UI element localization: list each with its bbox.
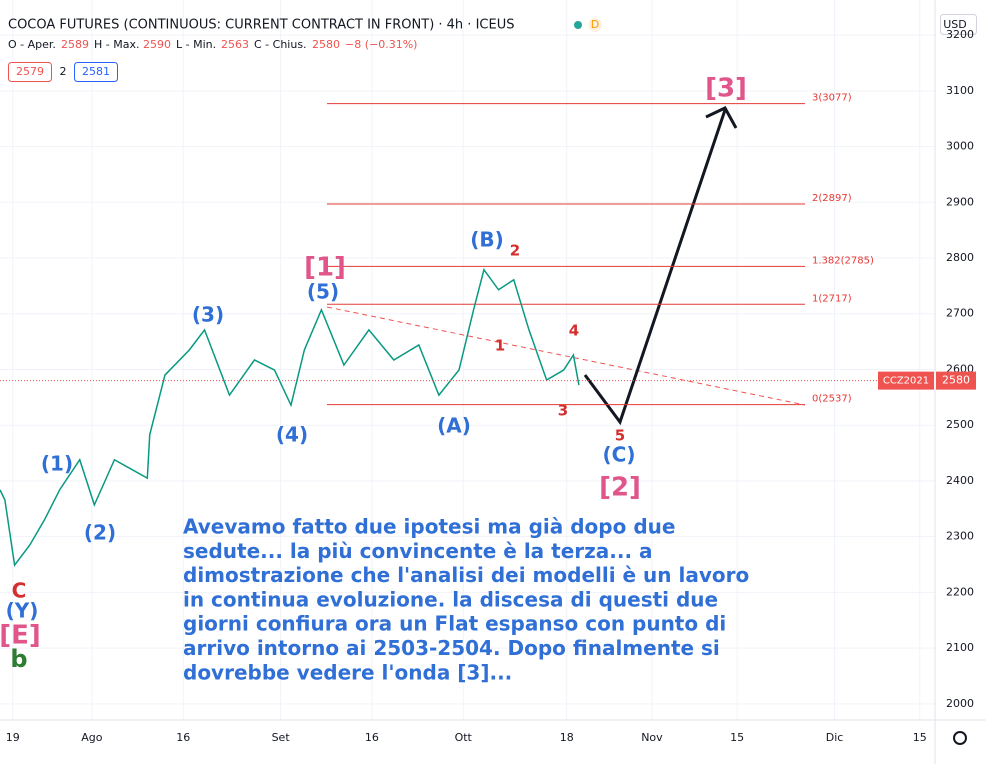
trend-line (326, 306, 806, 406)
change: −8 (−0.31%) (345, 38, 417, 51)
wave-label: (5) (307, 280, 339, 304)
label: C - Chius. (254, 38, 307, 51)
fib-label: 3(3077) (812, 93, 852, 104)
comment-line: giorni confiura ora un Flat espanso con … (183, 612, 726, 636)
fib-label: 1(2717) (812, 293, 852, 304)
fib-label: 1.382(2785) (812, 255, 874, 266)
x-tick-label: 16 (365, 731, 379, 744)
chart-title: COCOA FUTURES (CONTINUOUS: CURRENT CONTR… (8, 18, 514, 33)
ohlc-legend: O - Aper. 2589 H - Max. 2590 L - Min. 25… (8, 38, 417, 51)
bid-box[interactable] (8, 62, 52, 82)
settings-icon[interactable] (953, 731, 967, 745)
badge (588, 18, 602, 32)
fib-label: 2(2897) (812, 193, 852, 204)
wave-label: (4) (276, 423, 308, 447)
arrow-head (705, 106, 738, 129)
wave-label: [E] (0, 621, 41, 651)
y-tick-label: 2300 (946, 530, 974, 543)
label: L - Min. (176, 38, 216, 51)
ask: 2581 (82, 65, 110, 78)
y-tick-label: 2500 (946, 418, 974, 431)
y-tick-label: 2400 (946, 474, 974, 487)
wave-label: 3 (558, 402, 568, 420)
wave-label: [3] (705, 74, 747, 104)
symbol-tag (878, 371, 934, 390)
x-tick-label: Nov (641, 731, 663, 744)
status-dot (574, 21, 582, 29)
x-tick-label: 16 (176, 731, 190, 744)
wave-label: 4 (569, 322, 579, 340)
wave-label: 5 (615, 427, 625, 445)
wave-label: 1 (495, 337, 505, 355)
wave-label: C (12, 579, 27, 603)
comment-line: dimostrazione che l'analisi dei modelli … (183, 563, 749, 587)
value: 2563 (221, 38, 249, 51)
value: 2580 (312, 38, 340, 51)
price-tag (936, 371, 976, 390)
currency-button[interactable] (940, 14, 977, 35)
wave-label: (1) (41, 452, 73, 476)
y-tick-label: 2200 (946, 585, 974, 598)
wave-label: 2 (510, 242, 520, 260)
y-tick-label: 2000 (946, 697, 974, 710)
y-tick-label: 3100 (946, 84, 974, 97)
wave-label: (B) (470, 228, 504, 252)
value: 2589 (61, 38, 89, 51)
y-tick-label: 2900 (946, 195, 974, 208)
comment-line: arrivo intorno ai 2503-2504. Dopo finalm… (183, 636, 720, 660)
x-tick-label: Dic (826, 731, 844, 744)
wave-label: b (10, 645, 27, 673)
y-tick-label: 2700 (946, 307, 974, 320)
x-tick-label: Ott (455, 731, 473, 744)
label: O - Aper. (8, 38, 56, 51)
wave-label: (C) (603, 443, 636, 467)
comment-line: in continua evoluzione. la discesa di qu… (183, 587, 718, 611)
currency: USD (943, 18, 967, 31)
y-tick-label: 2100 (946, 641, 974, 654)
comment-line: Avevamo fatto due ipotesi ma già dopo du… (183, 515, 675, 539)
bid: 2579 (16, 65, 44, 78)
price-tag-text: 2580 (942, 374, 970, 387)
label: H - Max. (94, 38, 139, 51)
x-tick-label: Set (272, 731, 291, 744)
wave-label: [2] (599, 473, 641, 503)
projection-arrow (583, 109, 727, 426)
x-tick-label: 19 (6, 731, 20, 744)
wave-label: (Y) (6, 599, 39, 623)
y-tick-label: 2800 (946, 251, 974, 264)
x-tick-label: Ago (81, 731, 103, 744)
wave-label: (3) (192, 303, 224, 327)
x-tick-label: 15 (913, 731, 927, 744)
x-tick-label: 18 (560, 731, 574, 744)
y-tick-label: 3200 (946, 28, 974, 41)
y-tick-label: 3000 (946, 140, 974, 153)
comment-line: dovrebbe vedere l'onda [3]... (183, 660, 512, 684)
wave-label: (A) (437, 414, 471, 438)
symbol-tag-text: CCZ2021 (883, 376, 929, 387)
value: 2590 (143, 38, 171, 51)
badge-text: D (591, 18, 599, 31)
wave-label: [1] (304, 253, 346, 283)
price-line (0, 267, 580, 567)
wave-label: (2) (84, 521, 116, 545)
x-tick-label: 15 (730, 731, 744, 744)
comment-line: sedute... la più convincente è la terza.… (183, 539, 653, 563)
fib-label: 0(2537) (812, 394, 852, 405)
spread: 2 (60, 65, 67, 78)
ask-box[interactable] (74, 62, 118, 82)
